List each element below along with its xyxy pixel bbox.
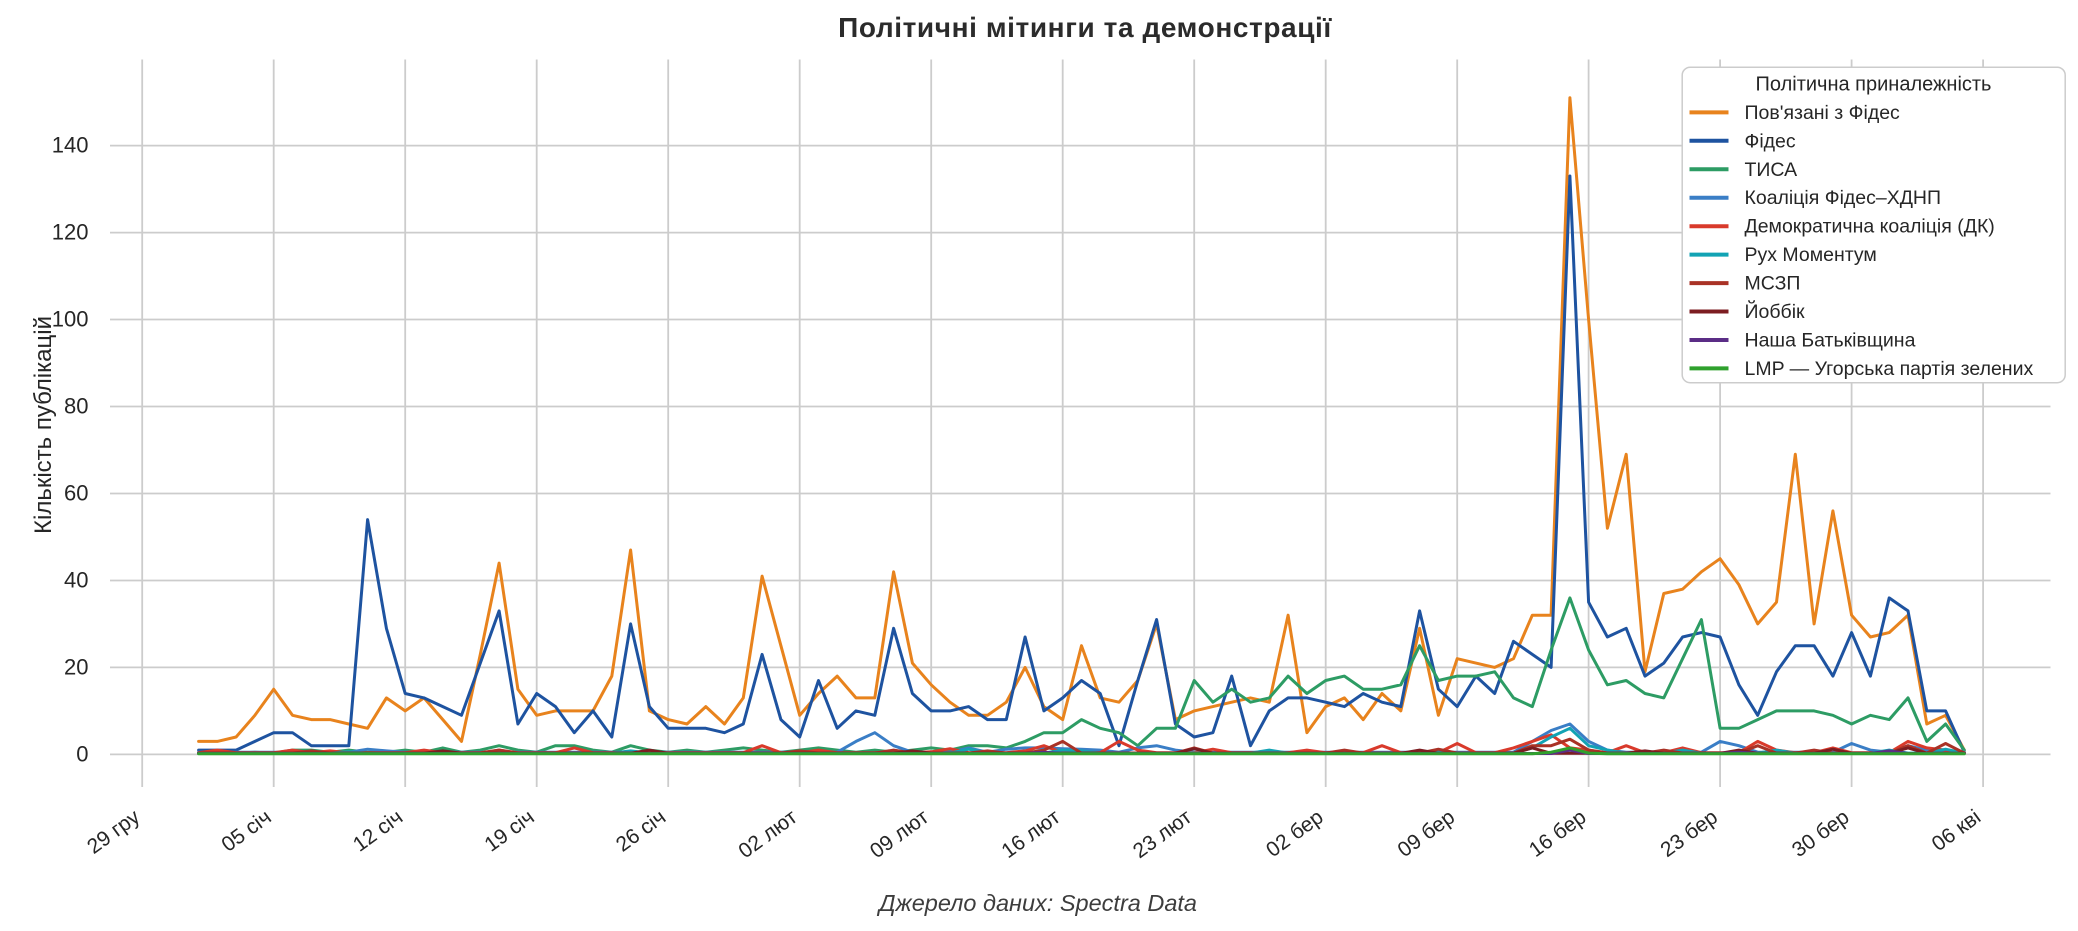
svg-text:Рух Моментум: Рух Моментум [1745,244,1877,266]
svg-text:Наша Батьківщина: Наша Батьківщина [1745,330,1916,352]
svg-text:0: 0 [76,741,88,766]
svg-text:ТИСА: ТИСА [1745,159,1798,181]
svg-text:МСЗП: МСЗП [1745,273,1801,295]
svg-text:60: 60 [64,481,88,506]
svg-text:120: 120 [52,220,89,245]
svg-text:Пов'язані з Фідес: Пов'язані з Фідес [1745,102,1901,124]
svg-text:Йоббік: Йоббік [1745,299,1806,323]
svg-text:140: 140 [52,133,89,158]
svg-text:Коаліція Фідес–ХДНП: Коаліція Фідес–ХДНП [1745,187,1942,209]
svg-text:Демократична коаліція (ДК): Демократична коаліція (ДК) [1745,216,1995,238]
svg-text:Фідес: Фідес [1745,130,1796,152]
svg-text:100: 100 [52,307,89,332]
svg-text:80: 80 [64,394,88,419]
svg-text:Політичні мітинги та демонстра: Політичні мітинги та демонстрації [838,12,1332,43]
svg-text:20: 20 [64,654,88,679]
svg-text:Політична приналежність: Політична приналежність [1756,74,1992,96]
svg-text:40: 40 [64,568,88,593]
svg-text:Джерело даних: Spectra Data: Джерело даних: Spectra Data [876,890,1197,916]
svg-text:Кількість публікацій: Кількість публікацій [30,316,57,534]
svg-text:LMP — Угорська партія зелених: LMP — Угорська партія зелених [1745,358,2034,380]
